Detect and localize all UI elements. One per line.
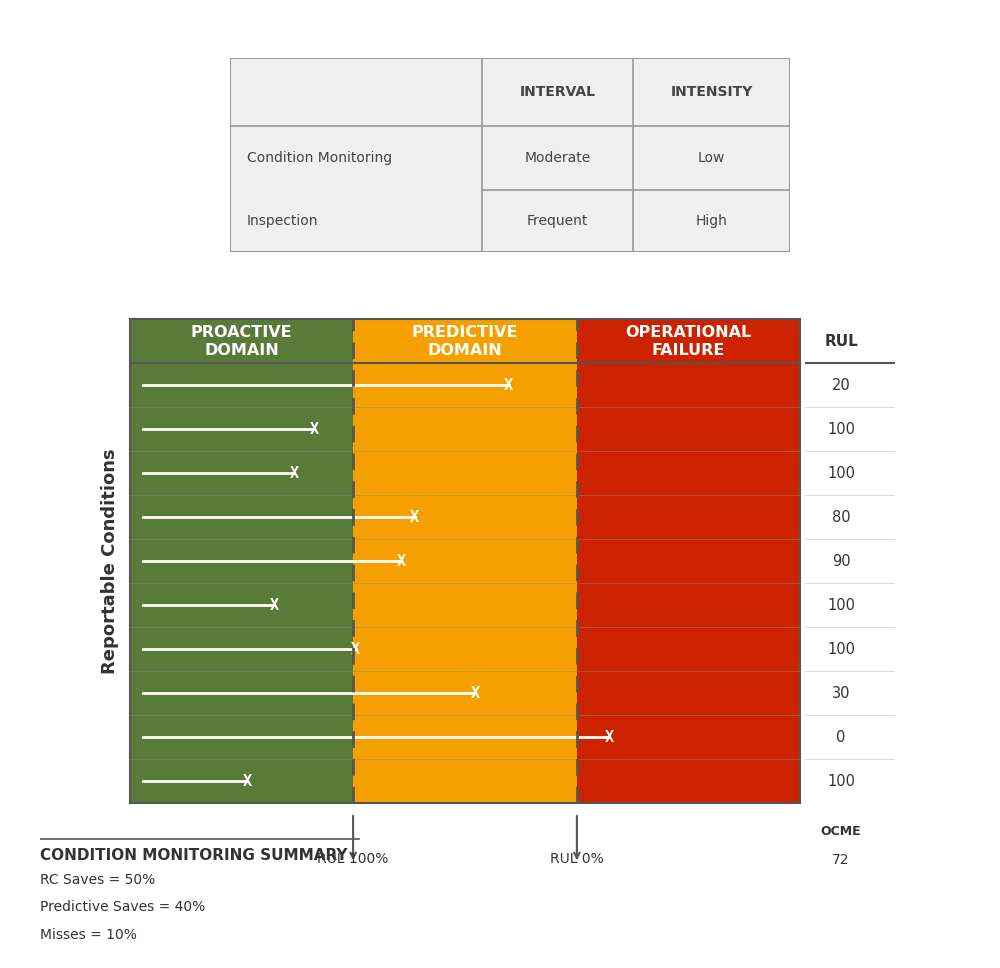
Text: Misses = 10%: Misses = 10% [40, 928, 137, 942]
Text: X: X [410, 510, 419, 525]
Text: X: X [470, 686, 480, 701]
Text: 100: 100 [827, 466, 855, 481]
Text: 0: 0 [836, 730, 846, 745]
Text: Condition Monitoring: Condition Monitoring [247, 151, 392, 165]
Text: High: High [696, 214, 728, 227]
Text: 90: 90 [832, 554, 850, 569]
Text: X: X [504, 378, 513, 393]
Bar [130, 319, 353, 803]
Text: Moderate: Moderate [524, 151, 591, 165]
Text: CONDITION MONITORING SUMMARY: CONDITION MONITORING SUMMARY [40, 848, 348, 862]
Text: 20: 20 [832, 378, 850, 393]
Y-axis label: Reportable Conditions: Reportable Conditions [101, 448, 119, 675]
Text: 80: 80 [832, 510, 850, 525]
Text: 30: 30 [832, 686, 850, 701]
Text: 100: 100 [827, 598, 855, 613]
Text: Low: Low [698, 151, 725, 165]
Bar [577, 319, 800, 803]
Text: RUL: RUL [824, 334, 858, 348]
Text: RUL 100%: RUL 100% [317, 853, 389, 866]
Text: 100: 100 [827, 422, 855, 437]
Text: RUL 0%: RUL 0% [550, 853, 604, 866]
Text: Inspection: Inspection [247, 214, 318, 227]
Text: X: X [243, 774, 252, 789]
Text: PREDICTIVE
DOMAIN: PREDICTIVE DOMAIN [412, 324, 518, 358]
Text: 100: 100 [827, 642, 855, 657]
Text: RC Saves = 50%: RC Saves = 50% [40, 873, 155, 887]
Bar [353, 319, 577, 803]
Text: Frequent: Frequent [527, 214, 588, 227]
Text: X: X [604, 730, 614, 745]
Text: PROACTIVE
DOMAIN: PROACTIVE DOMAIN [191, 324, 292, 358]
Text: INTERVAL: INTERVAL [520, 85, 596, 99]
Text: 100: 100 [827, 774, 855, 789]
Text: X: X [269, 598, 279, 613]
Text: OCME: OCME [821, 826, 861, 838]
Text: INTENSITY: INTENSITY [670, 85, 753, 99]
Text: X: X [290, 466, 299, 481]
Text: X: X [351, 642, 360, 657]
Text: X: X [397, 554, 406, 569]
Text: Predictive Saves = 40%: Predictive Saves = 40% [40, 900, 205, 915]
Text: X: X [310, 422, 319, 437]
Text: 72: 72 [832, 853, 850, 867]
Text: OPERATIONAL
FAILURE: OPERATIONAL FAILURE [625, 324, 752, 358]
